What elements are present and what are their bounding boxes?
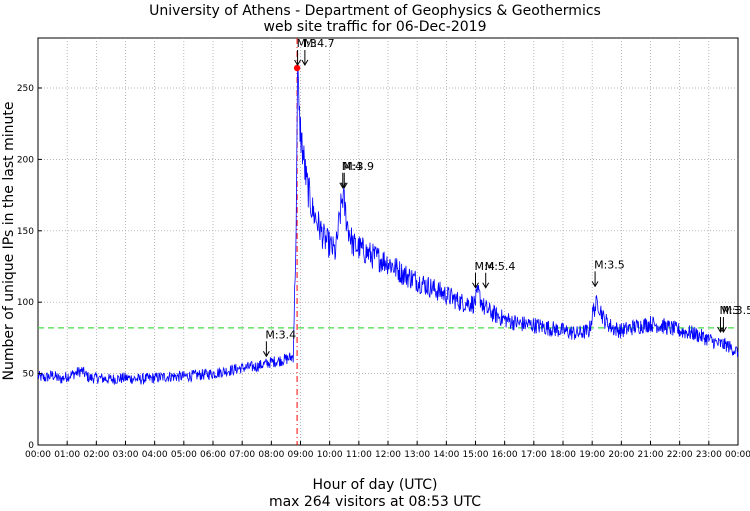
x-tick-label: 04:00 [142,450,168,460]
x-tick-label: 05:00 [171,450,197,460]
x-tick-label: 15:00 [463,450,489,460]
y-axis-label: Number of unique IPs in the last minute [1,102,17,381]
event-label: M:3.9 [343,160,374,173]
x-tick-label: 07:00 [229,450,255,460]
peak-summary: max 264 visitors at 08:53 UTC [269,494,481,510]
x-tick-label: 10:00 [317,450,343,460]
x-tick-label: 18:00 [550,450,576,460]
x-tick-label: 11:00 [346,450,372,460]
ticks-layer: 00:00 01:00 02:00 03:00 04:00 05:00 06:00 07:00… [17,84,750,460]
event-arrow-head [472,282,479,289]
x-tick-label: 00:00 [725,450,750,460]
event-arrow-head [340,182,348,189]
x-axis-label: Hour of day (UTC) [313,477,438,493]
y-tick-label: 150 [17,227,34,237]
x-tick-label: 23:00 [696,450,722,460]
x-tick-label: 09:00 [288,450,314,460]
event-arrow-head [482,282,490,289]
x-tick-label: 16:00 [492,450,518,460]
event-arrow-head [591,281,599,288]
x-tick-label: 01:00 [54,450,80,460]
event-label: M:3 [297,37,317,50]
chart-title: University of Athens - Department of Geo… [149,3,601,19]
x-tick-label: 20:00 [608,450,634,460]
event-label: M:3.5 [722,304,750,317]
x-tick-label: 00:00 [25,450,51,460]
x-tick-label: 13:00 [404,450,430,460]
series-layer [37,38,739,445]
y-tick-label: 250 [17,84,34,94]
event-arrow-head [294,59,302,66]
event-label: M:4.7 [304,37,335,50]
x-tick-label: 12:00 [375,450,401,460]
x-tick-label: 14:00 [433,450,459,460]
event-arrow-head [717,326,724,334]
event-label: M:3 [720,304,740,317]
event-label: M:3.5 [594,258,625,271]
x-tick-label: 08:00 [258,450,284,460]
y-tick-label: 0 [28,441,34,451]
y-tick-label: 200 [17,155,34,165]
y-tick-label: 100 [17,298,34,308]
x-tick-label: 17:00 [521,450,547,460]
event-label: M:4 [342,160,362,173]
event-label: M:3.4 [265,328,296,341]
marks-layer: M:3.4M:3M:4.7M:4M:3.9M:4M:5.4 M:3.5M:3M:3… [262,37,750,358]
event-arrow-head [262,351,270,358]
x-tick-label: 19:00 [579,450,605,460]
event-label: M:5.4 [485,260,516,273]
x-tick-label: 02:00 [83,450,109,460]
event-label: M:4 [475,260,495,273]
x-tick-label: 21:00 [638,450,664,460]
chart-subtitle: web site traffic for 06-Dec-2019 [264,19,487,35]
x-tick-label: 06:00 [200,450,226,460]
series-line-visitors [37,66,739,385]
event-arrow-head [719,326,727,334]
y-tick-label: 50 [23,370,35,380]
x-tick-label: 03:00 [113,450,139,460]
event-arrow-head [301,59,309,66]
event-arrow-head [339,182,347,189]
peak-point [293,64,301,72]
x-tick-label: 22:00 [667,450,693,460]
